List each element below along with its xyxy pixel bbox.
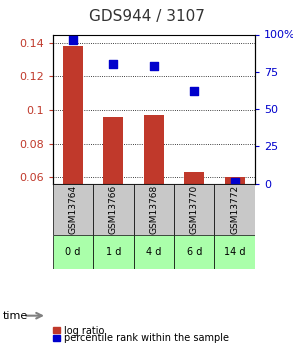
FancyBboxPatch shape xyxy=(134,184,174,235)
Point xyxy=(232,179,237,185)
FancyBboxPatch shape xyxy=(134,235,174,269)
Text: GSM13772: GSM13772 xyxy=(230,185,239,234)
Text: 1 d: 1 d xyxy=(106,247,121,257)
Bar xyxy=(184,172,205,184)
Point xyxy=(111,62,116,67)
Bar xyxy=(103,117,124,184)
Text: 0 d: 0 d xyxy=(65,247,81,257)
Text: GSM13768: GSM13768 xyxy=(149,185,158,234)
Text: GSM13766: GSM13766 xyxy=(109,185,118,234)
Text: 6 d: 6 d xyxy=(187,247,202,257)
Text: 4 d: 4 d xyxy=(146,247,161,257)
Point xyxy=(192,88,197,94)
FancyBboxPatch shape xyxy=(53,235,93,269)
FancyBboxPatch shape xyxy=(93,235,134,269)
FancyBboxPatch shape xyxy=(93,184,134,235)
Text: GDS944 / 3107: GDS944 / 3107 xyxy=(88,9,205,24)
FancyBboxPatch shape xyxy=(214,235,255,269)
FancyBboxPatch shape xyxy=(214,184,255,235)
Bar xyxy=(224,177,245,184)
Bar xyxy=(63,46,83,184)
Point xyxy=(71,38,75,43)
FancyBboxPatch shape xyxy=(174,235,214,269)
FancyBboxPatch shape xyxy=(174,184,214,235)
Text: GSM13770: GSM13770 xyxy=(190,185,199,234)
Text: log ratio: log ratio xyxy=(64,326,105,335)
Text: GSM13764: GSM13764 xyxy=(69,185,77,234)
Bar xyxy=(144,115,164,184)
Text: time: time xyxy=(3,311,28,321)
Text: 14 d: 14 d xyxy=(224,247,246,257)
Point xyxy=(151,63,156,69)
Text: percentile rank within the sample: percentile rank within the sample xyxy=(64,333,229,343)
FancyBboxPatch shape xyxy=(53,184,93,235)
